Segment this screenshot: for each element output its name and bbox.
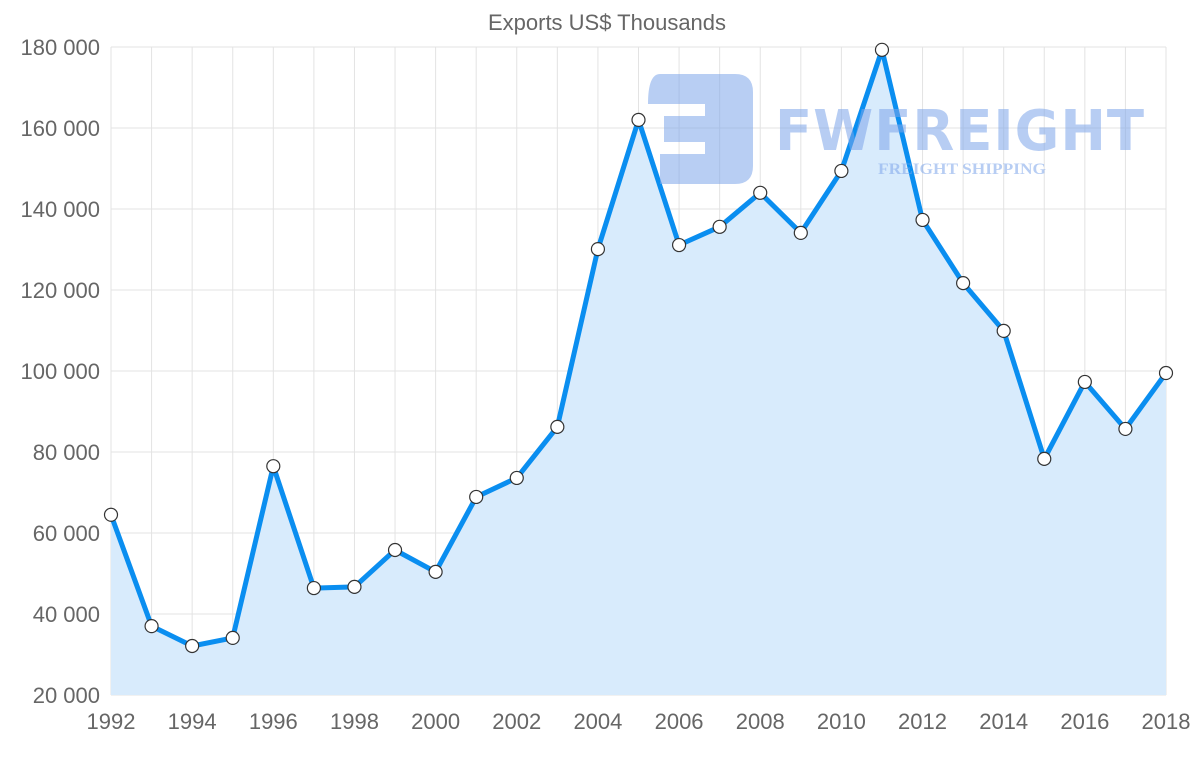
data-point-2016[interactable] bbox=[1077, 374, 1092, 390]
data-point-2005[interactable] bbox=[631, 112, 646, 128]
data-point-2003[interactable] bbox=[550, 419, 565, 434]
data-point-1994[interactable] bbox=[185, 638, 200, 654]
data-point-1998[interactable] bbox=[347, 579, 362, 594]
data-point-2002[interactable] bbox=[509, 470, 524, 486]
x-tick-label: 1994 bbox=[168, 709, 217, 734]
x-tick-label: 2006 bbox=[655, 709, 704, 734]
data-point-2010[interactable] bbox=[834, 163, 849, 179]
data-point-2004[interactable] bbox=[590, 241, 606, 257]
data-point-2011[interactable] bbox=[874, 42, 890, 57]
y-tick-label: 140 000 bbox=[20, 197, 100, 222]
y-tick-label: 60 000 bbox=[33, 521, 100, 546]
data-point-1993[interactable] bbox=[144, 619, 159, 634]
data-point-2014[interactable] bbox=[996, 323, 1011, 339]
data-point-2007[interactable] bbox=[712, 219, 727, 234]
data-point-1997[interactable] bbox=[306, 580, 321, 596]
y-tick-label: 20 000 bbox=[33, 683, 100, 708]
y-tick-label: 80 000 bbox=[33, 440, 100, 465]
data-points bbox=[103, 42, 1174, 654]
y-tick-label: 160 000 bbox=[20, 116, 100, 141]
y-tick-label: 100 000 bbox=[20, 359, 100, 384]
data-point-2015[interactable] bbox=[1037, 451, 1052, 466]
x-tick-label: 2012 bbox=[898, 709, 947, 734]
y-tick-label: 40 000 bbox=[33, 602, 100, 627]
data-point-2018[interactable] bbox=[1158, 365, 1174, 381]
x-tick-label: 2010 bbox=[817, 709, 866, 734]
x-tick-label: 1992 bbox=[87, 709, 136, 734]
y-axis: 20 000 40 000 60 000 80 000 100 000 120 000 14… bbox=[20, 35, 100, 708]
data-point-1999[interactable] bbox=[387, 542, 403, 558]
x-tick-label: 2008 bbox=[736, 709, 785, 734]
data-point-2000[interactable] bbox=[428, 564, 443, 579]
y-tick-label: 120 000 bbox=[20, 278, 100, 303]
watermark-tagline: FREIGHT SHIPPING bbox=[878, 161, 1047, 178]
x-tick-label: 2000 bbox=[411, 709, 460, 734]
x-tick-label: 2014 bbox=[979, 709, 1028, 734]
x-tick-label: 1996 bbox=[249, 709, 298, 734]
data-point-1995[interactable] bbox=[225, 630, 240, 645]
data-point-2006[interactable] bbox=[671, 237, 687, 253]
x-tick-label: 2002 bbox=[492, 709, 541, 734]
chart-title: Exports US$ Thousands bbox=[488, 10, 726, 35]
series-area bbox=[111, 49, 1166, 696]
data-point-1996[interactable] bbox=[266, 459, 281, 474]
data-point-2008[interactable] bbox=[753, 185, 768, 200]
x-axis: 1992 1994 1996 1998 2000 2002 2004 2006 2008 2010… bbox=[87, 709, 1191, 734]
data-point-2009[interactable] bbox=[793, 225, 808, 240]
watermark-logo: FWFREIGHT FREIGHT SHIPPING bbox=[648, 74, 1145, 184]
data-point-2013[interactable] bbox=[956, 276, 971, 291]
x-tick-label: 2004 bbox=[573, 709, 622, 734]
watermark-brand: FWFREIGHT bbox=[775, 99, 1145, 164]
x-tick-label: 2016 bbox=[1060, 709, 1109, 734]
x-tick-label: 2018 bbox=[1142, 709, 1191, 734]
data-point-2001[interactable] bbox=[469, 489, 484, 505]
data-point-2017[interactable] bbox=[1118, 421, 1133, 437]
data-point-2012[interactable] bbox=[915, 212, 930, 228]
x-tick-label: 1998 bbox=[330, 709, 379, 734]
data-point-1992[interactable] bbox=[103, 507, 119, 522]
y-tick-label: 180 000 bbox=[20, 35, 100, 60]
